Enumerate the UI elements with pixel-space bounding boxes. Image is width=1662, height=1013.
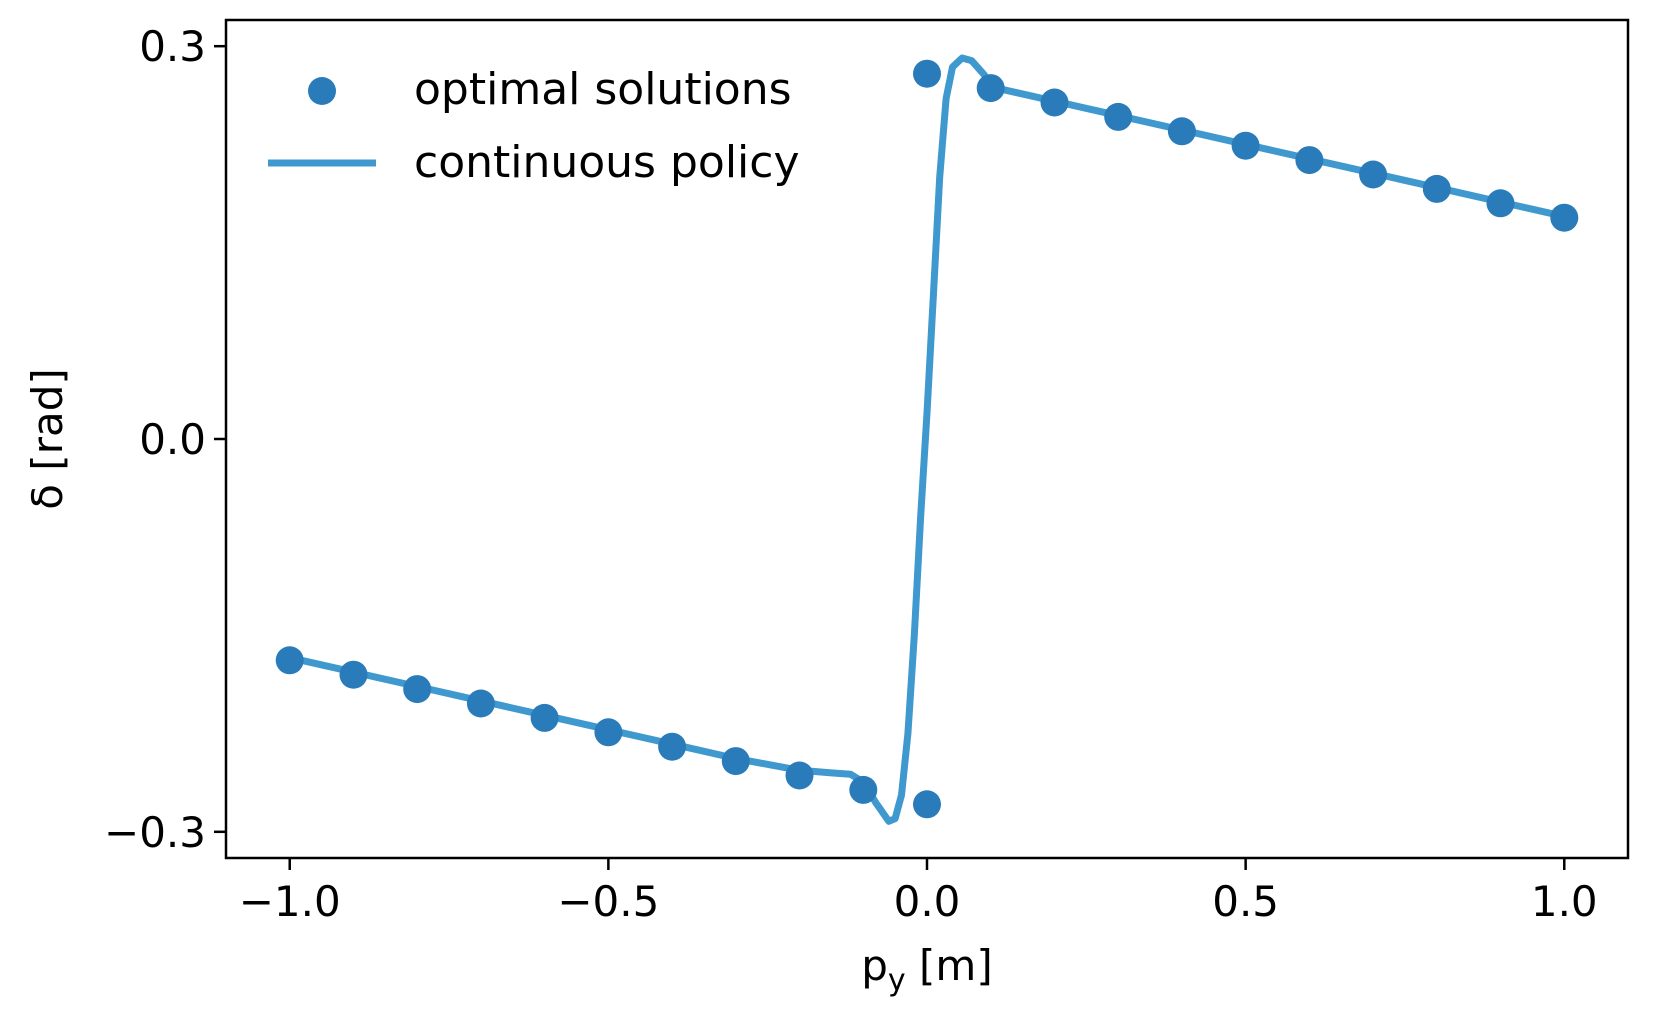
- scatter-point-optimal-solution-21: [1550, 203, 1579, 232]
- x-tick-label: −1.0: [239, 877, 341, 926]
- scatter-point-optimal-solution-1: [339, 660, 368, 689]
- scatter-point-optimal-solution-10: [913, 790, 941, 819]
- scatter-point-optimal-solution-11: [913, 59, 941, 88]
- scatter-point-optimal-solution-9: [849, 775, 878, 804]
- scatter-point-optimal-solution-0: [275, 646, 304, 675]
- scatter-point-optimal-solution-15: [1167, 117, 1196, 146]
- x-tick-label: 1.0: [1531, 877, 1598, 926]
- y-tick-label: 0.0: [139, 415, 206, 464]
- scatter-point-optimal-solution-18: [1359, 160, 1388, 189]
- legend: optimal solutions continuous policy: [268, 64, 800, 188]
- scatter-point-optimal-solution-17: [1295, 146, 1324, 175]
- legend-label-optimal-solutions: optimal solutions: [414, 64, 792, 115]
- legend-label-continuous-policy: continuous policy: [414, 137, 800, 188]
- scatter-point-optimal-solution-12: [976, 74, 1005, 103]
- scatter-point-optimal-solution-13: [1040, 88, 1069, 117]
- scatter-point-optimal-solution-8: [785, 761, 814, 790]
- x-tick-label: 0.0: [894, 877, 961, 926]
- scatter-point-optimal-solution-20: [1486, 189, 1515, 218]
- scatter-point-optimal-solution-14: [1104, 102, 1133, 131]
- scatter-point-optimal-solution-7: [721, 747, 750, 776]
- y-tick-label: 0.3: [139, 22, 206, 71]
- x-tick-label: 0.5: [1212, 877, 1279, 926]
- scatter-point-optimal-solution-16: [1231, 131, 1260, 160]
- legend-marker-optimal-solutions: [308, 77, 336, 105]
- scatter-point-optimal-solution-3: [466, 689, 495, 718]
- x-tick-label: −0.5: [557, 877, 659, 926]
- scatter-point-optimal-solution-2: [403, 675, 432, 704]
- scatter-point-optimal-solution-19: [1422, 174, 1451, 203]
- scatter-point-optimal-solution-5: [594, 718, 623, 747]
- x-axis-label-unit: [m]: [906, 941, 993, 990]
- x-axis-label: py [m]: [861, 941, 992, 998]
- scatter-point-optimal-solution-6: [658, 732, 687, 761]
- axis-ticks: −1.0 −0.5 0.0 0.5 1.0 −0.3 0.0 0.3: [104, 22, 1598, 926]
- y-axis-label: δ [rad]: [23, 368, 72, 509]
- x-axis-label-subscript: y: [888, 963, 906, 998]
- y-tick-label: −0.3: [104, 808, 206, 857]
- plot-area: [275, 54, 1579, 825]
- scatter-point-optimal-solution-4: [530, 703, 559, 732]
